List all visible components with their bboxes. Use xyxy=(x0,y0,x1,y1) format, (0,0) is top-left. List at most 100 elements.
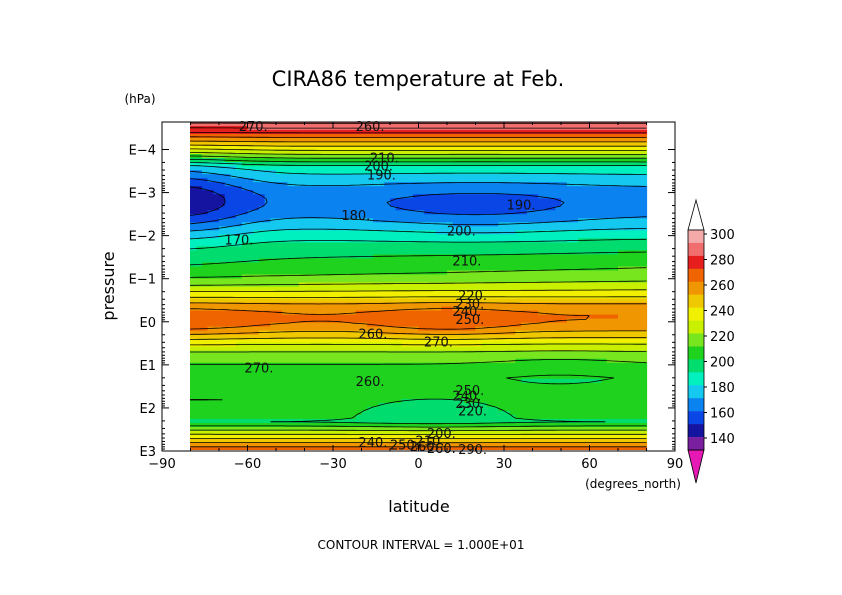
field-cell xyxy=(361,410,511,416)
field-cell xyxy=(515,414,648,420)
field-cell xyxy=(190,366,648,372)
field-cell xyxy=(190,230,254,235)
contour-line-260 xyxy=(190,140,647,444)
field-cell xyxy=(355,310,539,316)
field-cell xyxy=(190,414,357,420)
y-tick-label: E−4 xyxy=(129,143,156,158)
x-units-label: (degrees_north) xyxy=(585,477,681,491)
contour-label: 230. xyxy=(455,298,484,313)
field-cell xyxy=(190,298,648,304)
y-tick-label: E1 xyxy=(140,359,157,374)
field-cell xyxy=(606,358,648,364)
y-axis-ticks: E3 E2 E1 E0 E−1 E−2 E−3 E−4 xyxy=(129,143,675,460)
colorbar-segment xyxy=(688,333,704,347)
field-cell xyxy=(190,330,260,336)
field-cell xyxy=(190,206,220,211)
field-cell xyxy=(190,174,231,179)
field-cell xyxy=(224,202,266,207)
contour-label: 270. xyxy=(424,335,453,350)
colorbar-segment xyxy=(688,320,704,334)
colorbar-segment xyxy=(688,359,704,373)
field-cell xyxy=(190,170,203,175)
field-cell xyxy=(190,354,648,360)
field-cell xyxy=(190,222,243,227)
field-cell xyxy=(481,342,648,348)
field-cell xyxy=(190,146,648,151)
field-cell xyxy=(538,310,648,316)
field-cell xyxy=(190,150,648,155)
field-cell xyxy=(190,234,220,239)
field-cell xyxy=(190,306,442,312)
field-cell xyxy=(509,410,648,416)
field-cell xyxy=(190,138,648,143)
field-cell xyxy=(521,378,602,384)
contour-line-220 xyxy=(190,155,647,428)
field-cell xyxy=(190,218,220,223)
colorbar-label: 240 xyxy=(710,305,735,320)
field-cell xyxy=(190,426,648,432)
x-tick-label: 60 xyxy=(581,457,598,472)
field-cell xyxy=(247,210,425,215)
colorbar-under-triangle xyxy=(687,449,705,484)
field-cell xyxy=(190,198,226,203)
field-cell xyxy=(447,270,648,276)
field-cell xyxy=(219,218,271,223)
field-cell xyxy=(190,430,648,436)
field-cell xyxy=(561,198,648,203)
contour-line-160 xyxy=(190,186,226,216)
field-cell xyxy=(372,218,579,223)
field-cell xyxy=(555,206,648,211)
field-cell xyxy=(190,418,648,424)
colorbar-segment xyxy=(688,424,704,438)
field-cell xyxy=(190,162,243,167)
colorbar-segment xyxy=(688,230,704,244)
field-cell xyxy=(190,310,283,316)
field-cell xyxy=(190,350,648,356)
contour-label: 260. xyxy=(358,328,387,343)
y-tick-label: E−1 xyxy=(129,273,156,288)
field-cell xyxy=(224,182,288,187)
field-cell xyxy=(190,438,648,444)
field-cell xyxy=(498,222,648,227)
field-cell xyxy=(190,398,402,404)
colorbar-segment xyxy=(688,346,704,360)
contour-line-180 xyxy=(190,171,647,232)
colorbar-label: 140 xyxy=(710,432,735,447)
field-cell xyxy=(452,306,648,312)
field-cell xyxy=(190,182,226,187)
contour-label: 200. xyxy=(447,225,476,240)
field-cell xyxy=(515,358,608,364)
field-cell xyxy=(190,266,619,272)
contour-label: 200. xyxy=(364,160,393,175)
colorbar-segment xyxy=(688,385,704,399)
field-cell xyxy=(190,394,648,400)
contour-line-240 xyxy=(190,148,647,435)
contour-label: 260. xyxy=(356,120,385,135)
field-cell xyxy=(201,170,277,175)
field-cell xyxy=(224,194,266,199)
field-cell xyxy=(618,266,648,272)
contour-label: 260. xyxy=(356,375,385,390)
field-cell xyxy=(367,322,522,328)
field-cell xyxy=(236,342,402,348)
field-cell xyxy=(190,250,619,255)
field-cell xyxy=(190,422,648,428)
colorbar-segment xyxy=(688,372,704,386)
field-cell xyxy=(219,226,648,231)
contour-line-190 xyxy=(190,165,647,240)
field-cell xyxy=(207,326,420,332)
colorbar-segment xyxy=(688,411,704,425)
temperature-field xyxy=(190,122,648,450)
contour-line-210 xyxy=(190,158,647,425)
field-cell xyxy=(190,238,579,243)
contour-label: 270. xyxy=(244,361,273,376)
contour-label: 250. xyxy=(455,384,484,399)
field-cell xyxy=(600,378,648,384)
field-cell xyxy=(190,286,648,292)
field-cell xyxy=(287,182,385,187)
field-cell xyxy=(276,170,648,175)
field-cell xyxy=(281,310,357,316)
field-cell xyxy=(230,174,648,179)
contour-line-230 xyxy=(190,152,647,432)
